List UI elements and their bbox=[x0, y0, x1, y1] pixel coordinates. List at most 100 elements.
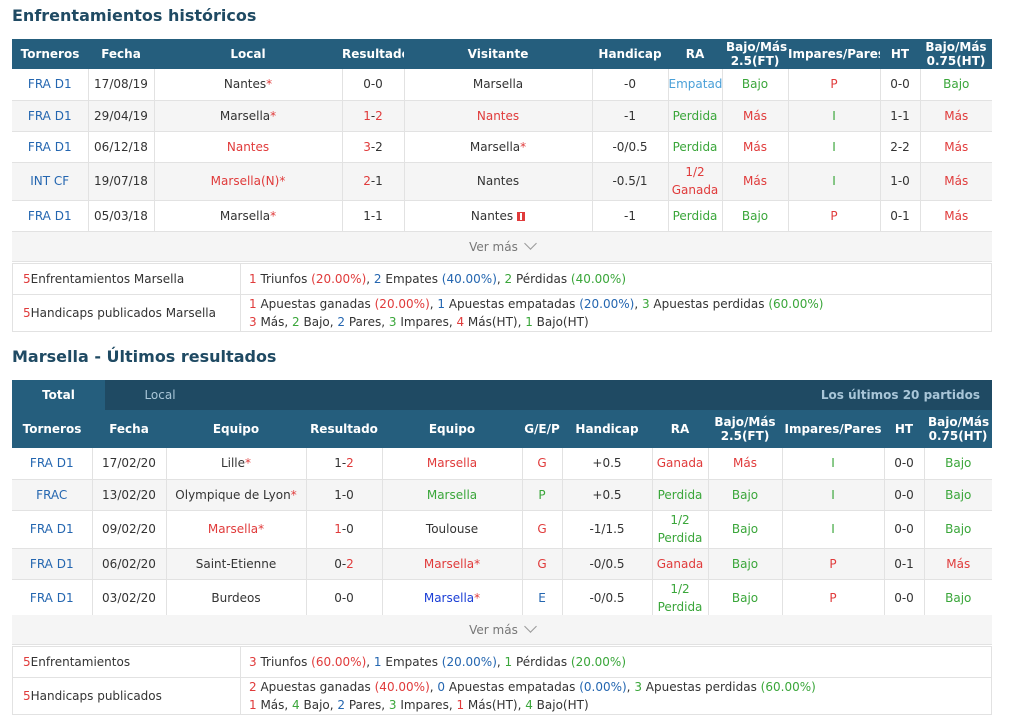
score-home: 0 bbox=[363, 77, 371, 92]
league-cell[interactable]: FRA D1 bbox=[12, 131, 89, 163]
ou-ht-value: Más bbox=[944, 108, 969, 123]
table-row[interactable]: FRA D1 17/02/20 Lille* 1-2 Marsella G +0.5 Gana… bbox=[12, 448, 992, 480]
team-name[interactable]: Saint-Etienne bbox=[195, 556, 277, 571]
home-team-cell[interactable]: Olympique de Lyon* bbox=[166, 479, 307, 511]
odd-even-cell: I bbox=[782, 448, 885, 480]
team-name[interactable]: Marsella bbox=[219, 208, 271, 223]
team-name[interactable]: Marsella bbox=[469, 139, 521, 154]
col-header: Fecha bbox=[88, 39, 154, 69]
result-cell[interactable]: 0-0 bbox=[306, 579, 383, 617]
team-name[interactable]: Marsella(N) bbox=[210, 174, 280, 188]
summary-segment: Pérdidas bbox=[512, 655, 571, 669]
ra-value: Empatada bbox=[668, 77, 722, 92]
home-team-cell[interactable]: Saint-Etienne bbox=[166, 548, 307, 580]
ou-value: Más bbox=[743, 108, 767, 123]
home-team-cell[interactable]: Burdeos bbox=[166, 579, 307, 617]
chevron-down-icon bbox=[523, 620, 537, 633]
away-team-cell[interactable]: Marsella bbox=[382, 448, 523, 480]
result-cell[interactable]: 0-0 bbox=[342, 69, 405, 101]
ver-mas-label: Ver más bbox=[469, 623, 518, 637]
result-cell[interactable]: 1-0 bbox=[306, 510, 383, 549]
away-team-cell[interactable]: Nantes bbox=[404, 162, 593, 201]
table-row[interactable]: FRA D1 03/02/20 Burdeos 0-0 Marsella* E -0/0.5… bbox=[12, 579, 992, 617]
table-row[interactable]: FRA D1 05/03/18 Marsella* 1-1 Nantes -1 Perdid… bbox=[12, 200, 992, 232]
home-team-cell[interactable]: Nantes* bbox=[154, 69, 343, 101]
summary-segment: Bajo(HT) bbox=[532, 698, 589, 712]
team-name[interactable]: Nantes bbox=[470, 208, 514, 223]
team-name[interactable]: Marsella bbox=[426, 456, 478, 471]
league-cell[interactable]: INT CF bbox=[12, 162, 89, 201]
team-name[interactable]: Nantes bbox=[226, 139, 270, 154]
team-name[interactable]: Nantes bbox=[476, 174, 520, 188]
summary-segment: Triunfos bbox=[256, 272, 312, 286]
result-cell[interactable]: 1-0 bbox=[306, 479, 383, 511]
score-away: 1 bbox=[375, 174, 383, 188]
summary-segment: (40.00%) bbox=[570, 272, 627, 286]
summary-segment: , bbox=[429, 297, 438, 311]
league-cell[interactable]: FRA D1 bbox=[12, 548, 93, 580]
away-team-cell[interactable]: Nantes bbox=[404, 200, 593, 232]
date-cell: 17/02/20 bbox=[92, 448, 167, 480]
team-name[interactable]: Toulouse bbox=[425, 522, 479, 536]
team-name[interactable]: Nantes bbox=[223, 77, 267, 92]
summary-row: 5 Enfrentamientos 3 Triunfos (60.00%), 1 … bbox=[13, 647, 991, 678]
team-name[interactable]: Lille bbox=[220, 456, 246, 471]
table-row[interactable]: FRA D1 06/12/18 Nantes 3-2 Marsella* -0/0.5 Pe… bbox=[12, 131, 992, 163]
away-team-cell[interactable]: Marsella* bbox=[382, 548, 523, 580]
table-row[interactable]: INT CF 19/07/18 Marsella(N)* 2-1 Nantes -0.5/… bbox=[12, 162, 992, 201]
summary-segment: 1 bbox=[249, 698, 257, 712]
team-name[interactable]: Olympique de Lyon bbox=[175, 487, 291, 502]
team-name[interactable]: Marsella bbox=[219, 108, 271, 123]
result-cell[interactable]: 3-2 bbox=[342, 131, 405, 163]
result-cell[interactable]: 1-2 bbox=[306, 448, 383, 480]
team-name[interactable]: Burdeos bbox=[211, 590, 261, 605]
away-team-cell[interactable]: Marsella* bbox=[404, 131, 593, 163]
league-cell[interactable]: FRAC bbox=[12, 479, 93, 511]
team-name[interactable]: Nantes bbox=[476, 108, 520, 123]
h2h-ver-mas-button[interactable]: Ver más bbox=[12, 232, 992, 262]
league-cell[interactable]: FRA D1 bbox=[12, 200, 89, 232]
odd-even-value: I bbox=[831, 522, 835, 536]
summary-line: 1 Apuestas ganadas (20.00%), 1 Apuestas … bbox=[249, 295, 991, 313]
home-team-cell[interactable]: Lille* bbox=[166, 448, 307, 480]
col-header: Bajo/Más 2.5(FT) bbox=[708, 410, 782, 448]
result-cell[interactable]: 0-2 bbox=[306, 548, 383, 580]
table-row[interactable]: FRA D1 09/02/20 Marsella* 1-0 Toulouse G -1/1.… bbox=[12, 510, 992, 549]
league-name: FRA D1 bbox=[27, 208, 72, 223]
league-cell[interactable]: FRA D1 bbox=[12, 510, 93, 549]
tab-local[interactable]: Local bbox=[144, 388, 176, 402]
away-team-cell[interactable]: Nantes bbox=[404, 100, 593, 132]
handicap-cell: -0/0.5 bbox=[562, 548, 653, 580]
last-20-matches-link[interactable]: Los últimos 20 partidos bbox=[820, 388, 980, 402]
league-cell[interactable]: FRA D1 bbox=[12, 100, 89, 132]
away-team-cell[interactable]: Marsella* bbox=[382, 579, 523, 617]
team-name[interactable]: Marsella bbox=[426, 487, 478, 502]
league-cell[interactable]: FRA D1 bbox=[12, 69, 89, 101]
star-marker: * bbox=[290, 487, 297, 502]
ou-cell: Bajo bbox=[722, 69, 789, 101]
result-cell[interactable]: 1-1 bbox=[342, 200, 405, 232]
result-cell[interactable]: 1-2 bbox=[342, 100, 405, 132]
table-row[interactable]: FRA D1 06/02/20 Saint-Etienne 0-2 Marsella* G… bbox=[12, 548, 992, 580]
table-row[interactable]: FRAC 13/02/20 Olympique de Lyon* 1-0 Marsell… bbox=[12, 479, 992, 511]
table-row[interactable]: FRA D1 29/04/19 Marsella* 1-2 Nantes -1 Perdid… bbox=[12, 100, 992, 132]
home-team-cell[interactable]: Marsella(N)* bbox=[154, 162, 343, 201]
team-name[interactable]: Marsella bbox=[207, 522, 259, 536]
result-cell[interactable]: 2-1 bbox=[342, 162, 405, 201]
away-team-cell[interactable]: Marsella bbox=[404, 69, 593, 101]
table-row[interactable]: FRA D1 17/08/19 Nantes* 0-0 Marsella -0 Empata… bbox=[12, 69, 992, 101]
summary-segment: 1 bbox=[456, 698, 465, 712]
team-name[interactable]: Marsella bbox=[423, 590, 475, 605]
recent-ver-mas-button[interactable]: Ver más bbox=[12, 615, 992, 645]
league-cell[interactable]: FRA D1 bbox=[12, 448, 93, 480]
home-team-cell[interactable]: Marsella* bbox=[154, 200, 343, 232]
away-team-cell[interactable]: Marsella bbox=[382, 479, 523, 511]
away-team-cell[interactable]: Toulouse bbox=[382, 510, 523, 549]
tab-total[interactable]: Total bbox=[12, 380, 105, 410]
home-team-cell[interactable]: Nantes bbox=[154, 131, 343, 163]
home-team-cell[interactable]: Marsella* bbox=[154, 100, 343, 132]
home-team-cell[interactable]: Marsella* bbox=[166, 510, 307, 549]
league-cell[interactable]: FRA D1 bbox=[12, 579, 93, 617]
team-name[interactable]: Marsella bbox=[472, 77, 524, 92]
team-name[interactable]: Marsella bbox=[423, 556, 475, 571]
